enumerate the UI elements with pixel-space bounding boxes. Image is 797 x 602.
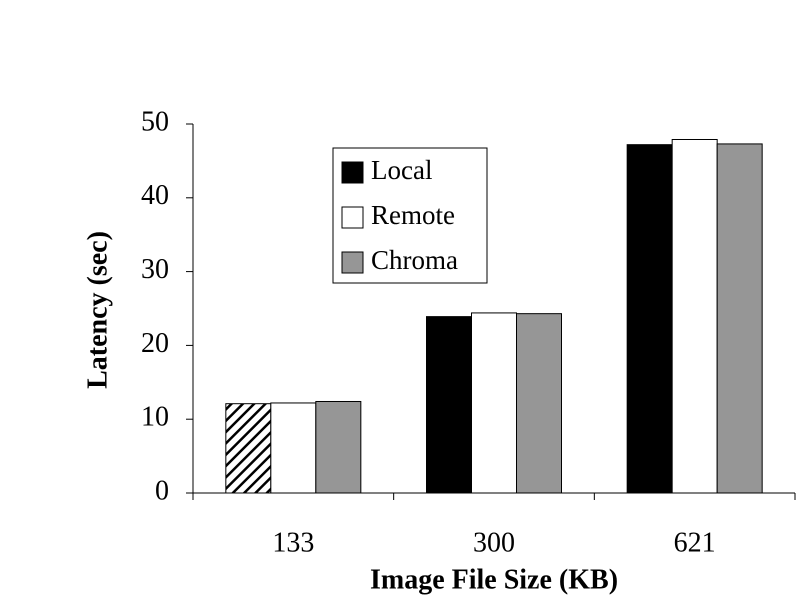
x-tick-label: 621 <box>674 527 716 558</box>
y-tick-label: 20 <box>141 328 169 359</box>
bar <box>315 400 362 494</box>
bar <box>716 143 763 494</box>
x-tick-label: 300 <box>473 527 515 558</box>
legend-swatch <box>341 251 364 274</box>
y-axis-title: Latency (sec) <box>82 231 113 389</box>
y-tick-label: 30 <box>141 254 169 285</box>
y-tick-label: 10 <box>141 402 169 433</box>
bar <box>671 138 718 494</box>
legend-swatch <box>341 206 364 229</box>
x-axis-title: Image File Size (KB) <box>370 564 618 595</box>
legend-swatch <box>341 161 364 184</box>
y-tick-label: 40 <box>141 180 169 211</box>
legend-label: Remote <box>371 200 455 230</box>
y-tick-label: 50 <box>141 106 169 137</box>
bar <box>270 402 317 494</box>
bar <box>626 144 673 494</box>
bar <box>471 312 517 494</box>
bar <box>426 316 472 494</box>
x-tick-label: 133 <box>272 527 314 558</box>
legend-label: Local <box>371 155 432 185</box>
y-tick-label: 0 <box>155 475 169 506</box>
bar <box>225 403 272 494</box>
legend-label: Chroma <box>371 245 458 275</box>
bar <box>516 313 562 494</box>
